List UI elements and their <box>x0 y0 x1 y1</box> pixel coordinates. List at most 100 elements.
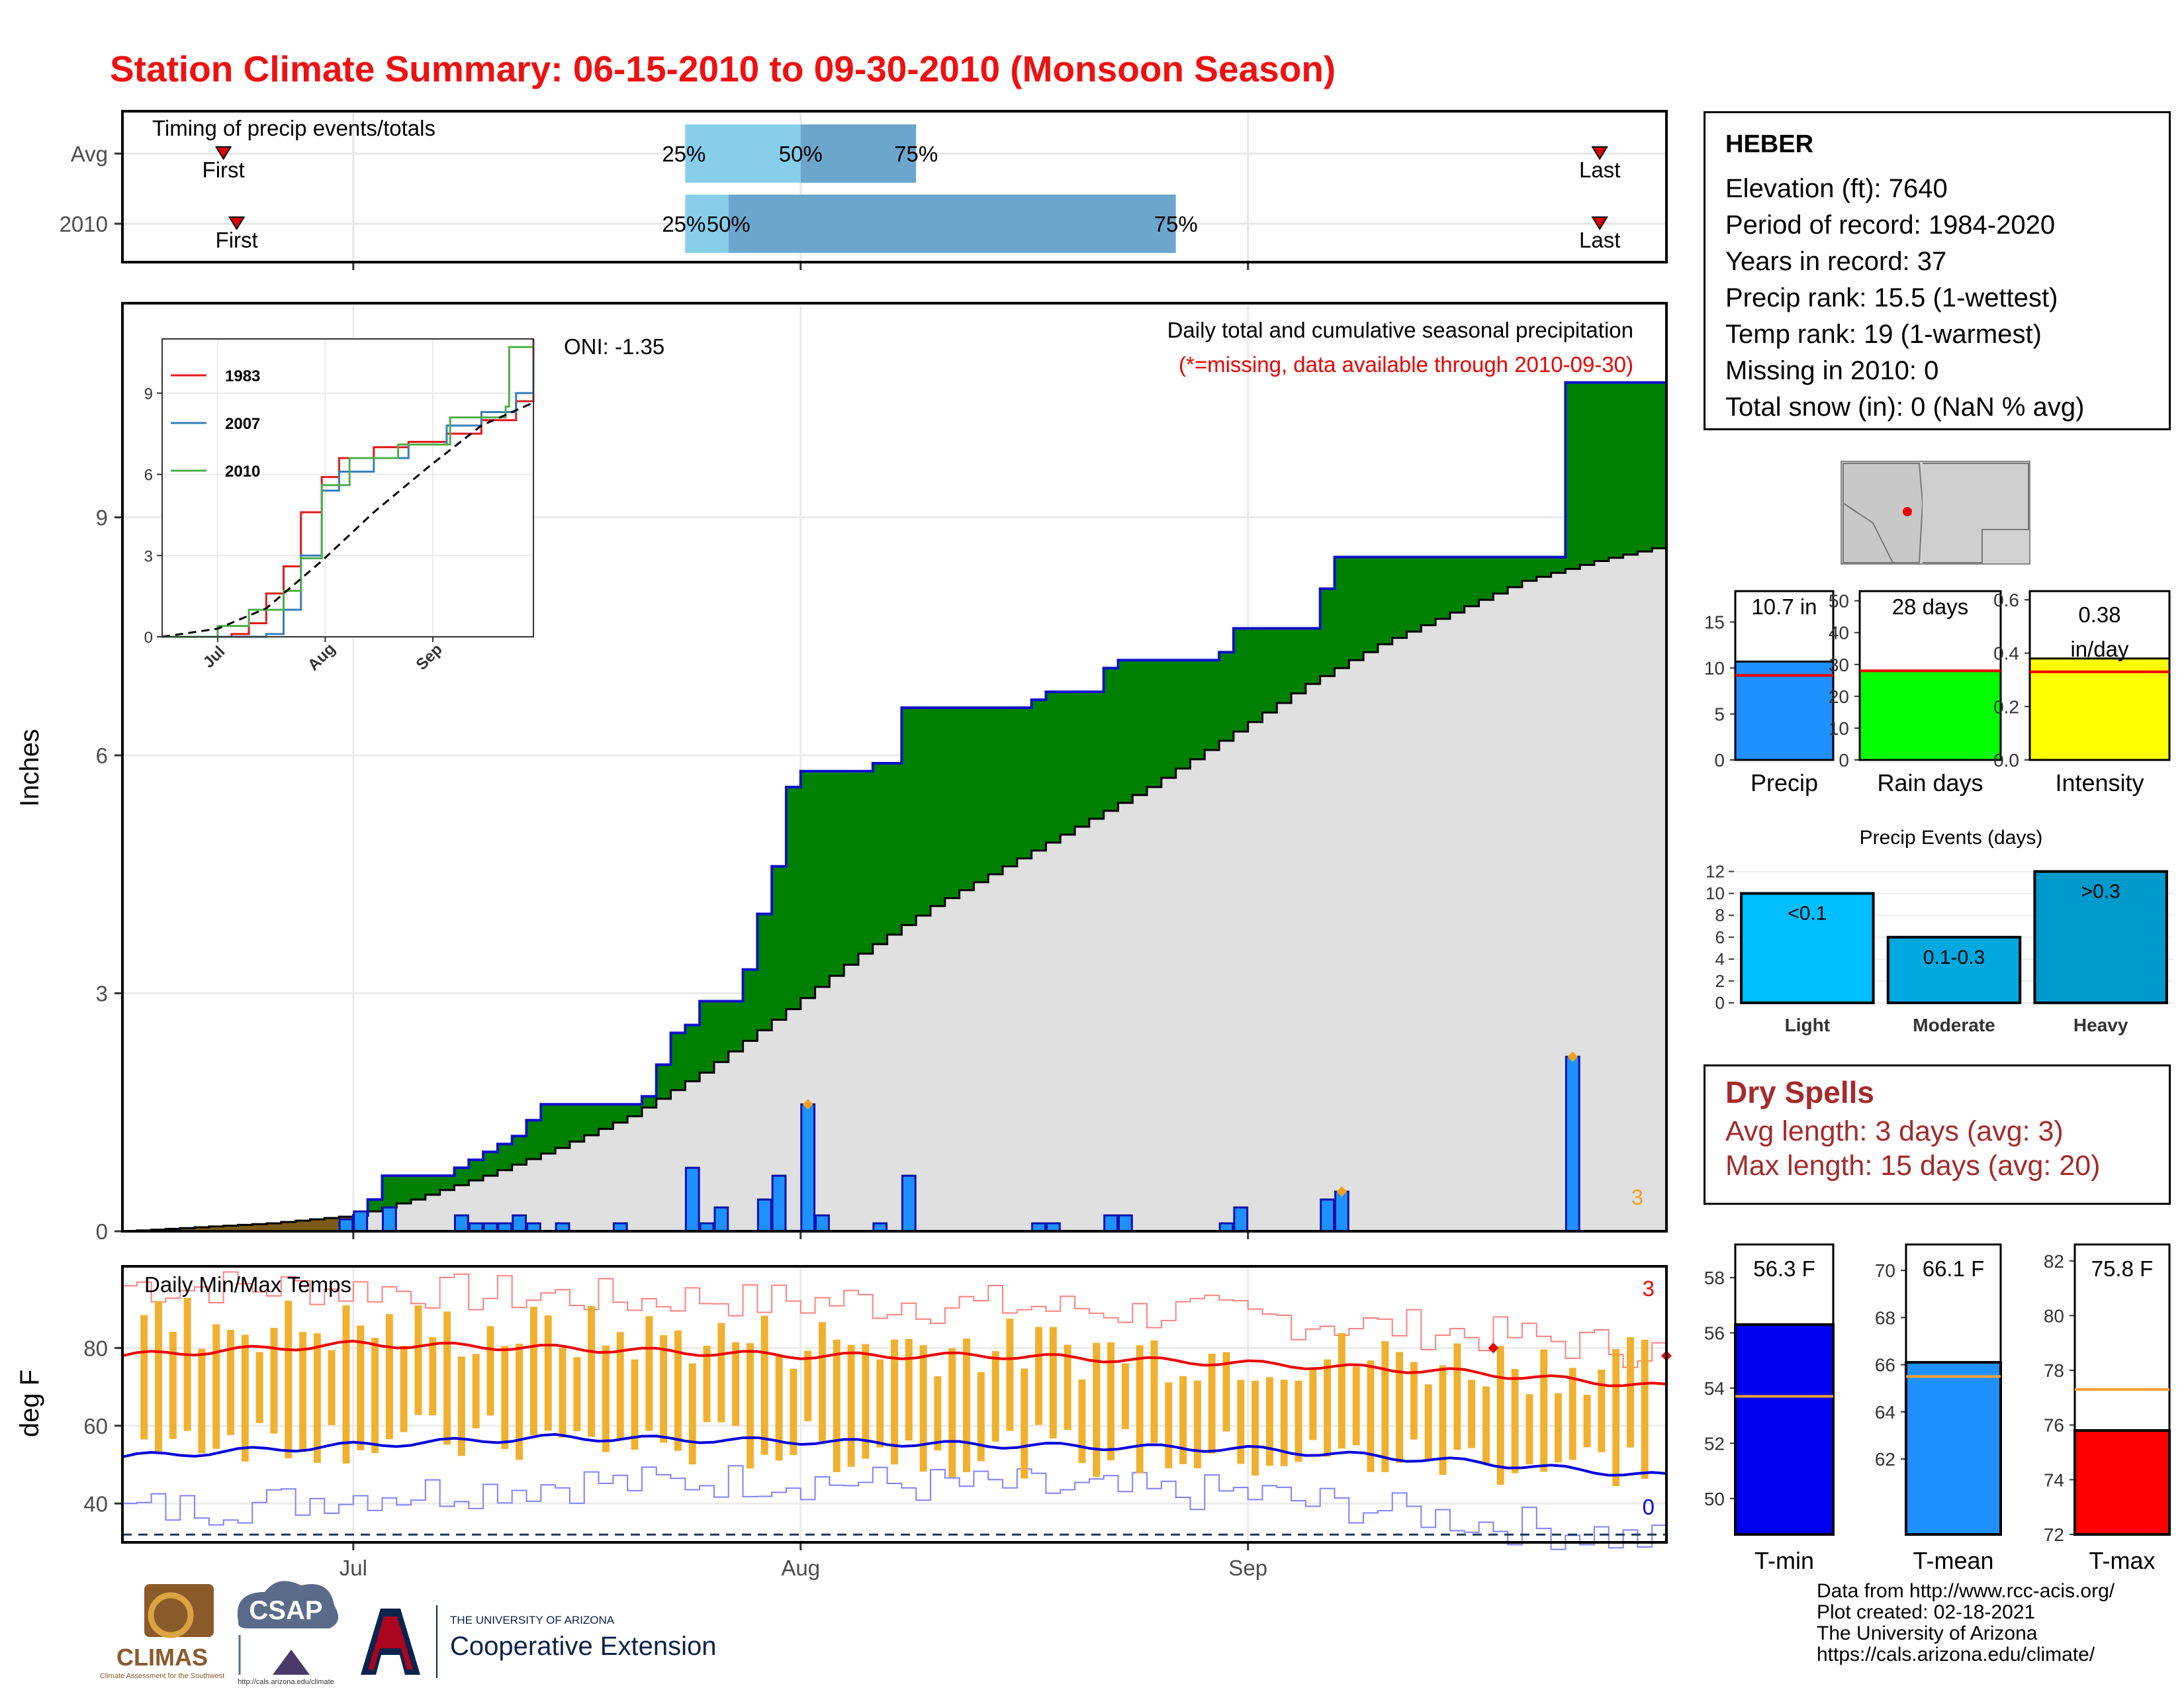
daily-temp-range-bar <box>1222 1352 1230 1432</box>
daily-temp-range-bar <box>602 1345 610 1452</box>
above-average-fill <box>1248 628 1263 722</box>
csap-logo-text: CSAP <box>249 1596 322 1625</box>
daily-temp-range-bar <box>1525 1394 1533 1465</box>
climas-logo-swirl <box>148 1592 194 1638</box>
above-average-fill <box>1031 700 1047 851</box>
summary-y-tick-label: 15 <box>1704 612 1725 633</box>
above-average-fill <box>584 1104 600 1136</box>
daily-temp-range-bar <box>1424 1384 1432 1460</box>
csap-url-text: http://cals.arizona.edu/climate <box>238 1678 334 1686</box>
climas-logo-subtext: Climate Assessment for the Southwest <box>100 1672 224 1680</box>
daily-temp-range-bar <box>414 1305 422 1415</box>
daily-temp-range-bar <box>1265 1377 1273 1466</box>
above-average-fill <box>483 1152 498 1176</box>
csap-cloud-icon <box>237 1581 339 1628</box>
last-marker-icon <box>1591 216 1608 230</box>
tsummary-bar <box>1734 1323 1835 1536</box>
dry-spells-max: Max length: 15 days (avg: 20) <box>1725 1150 2101 1182</box>
daily-temp-range-bar <box>588 1305 596 1437</box>
daily-temp-range-bar <box>429 1337 437 1416</box>
daily-temp-range-bar <box>1093 1342 1101 1477</box>
daily-temp-range-bar <box>688 1363 696 1465</box>
above-average-fill <box>700 1001 715 1073</box>
above-average-fill <box>1017 708 1032 859</box>
summary-value-label: 0.38 <box>2078 602 2120 627</box>
daily-temp-range-bar <box>1035 1327 1042 1425</box>
timing-last-label: Last <box>1579 228 1620 252</box>
above-average-fill <box>1118 660 1133 803</box>
above-average-fill <box>367 1199 383 1212</box>
summary-category-label: Precip <box>1751 769 1818 796</box>
events-y-tick-label: 6 <box>1715 927 1725 947</box>
daily-precip-bar <box>713 1206 729 1233</box>
daily-temp-range-bar <box>270 1327 278 1434</box>
precip-frame <box>121 302 1668 1233</box>
daily-temp-range-bar <box>501 1346 509 1450</box>
above-average-fill <box>598 1104 614 1129</box>
daily-temp-range-bar <box>919 1345 927 1472</box>
daily-temp-range-bar <box>457 1356 465 1456</box>
station-missing: Missing in 2010: 0 <box>1725 356 1939 385</box>
ua-logo-a-inner <box>368 1617 413 1669</box>
daily-temp-range-bar <box>1107 1342 1115 1461</box>
station-precip-rank: Precip rank: 15.5 (1-wettest) <box>1725 283 2058 312</box>
inset-frame <box>161 338 534 637</box>
timing-label-75: 75% <box>894 142 938 166</box>
first-marker-icon <box>228 216 246 230</box>
tsummary-y-tick-label: 68 <box>1875 1307 1895 1328</box>
daily-temp-range-bar <box>529 1307 537 1436</box>
daily-precip-bar <box>512 1214 527 1233</box>
temps-panel: 40 60 80 Jul Aug Sep Daily Min/Max Temps 3 0 deg … <box>15 1265 1672 1580</box>
station-years: Years in record: 37 <box>1725 247 1947 276</box>
tsummary-value-label: 56.3 F <box>1753 1256 1815 1281</box>
map-state-border <box>1843 502 1893 563</box>
tsummary-y-tick-label: 54 <box>1704 1378 1725 1399</box>
summary-y-tick-label: 20 <box>1829 686 1849 707</box>
above-average-fill <box>1075 692 1090 827</box>
daily-temp-range-bar <box>299 1332 306 1452</box>
summary-y-tick-label: 10 <box>1829 718 1849 739</box>
daily-precip-bar <box>815 1214 830 1233</box>
daily-temp-range-bar <box>486 1326 494 1416</box>
daily-temp-range-bar <box>891 1339 898 1465</box>
precip-summary-bars: 0 5 10 15 10.7 in Precip 0 10 20 30 40 50 28 days Rai… <box>1704 590 2171 796</box>
below-average-fill <box>324 1218 340 1231</box>
daily-temp-range-bar <box>1165 1382 1173 1469</box>
temps-frame <box>121 1265 1668 1544</box>
below-average-fill <box>295 1221 311 1231</box>
daily-temp-range-bar <box>1295 1380 1302 1462</box>
daily-temp-range-bar <box>833 1339 841 1472</box>
below-average-fill <box>223 1225 239 1231</box>
above-average-fill <box>887 763 903 935</box>
station-location-marker <box>1903 507 1912 516</box>
station-snow: Total snow (in): 0 (NaN % avg) <box>1725 393 2085 422</box>
above-average-fill <box>1435 557 1451 619</box>
above-average-fill <box>944 708 960 898</box>
above-average-fill <box>1003 708 1018 867</box>
station-name: HEBER <box>1725 130 1814 158</box>
footer-url: https://cals.arizona.edu/climate/ <box>1817 1644 2095 1665</box>
daily-temp-range-bar <box>1367 1360 1375 1472</box>
daily-temp-range-bar <box>472 1354 480 1429</box>
daily-temp-range-bar <box>212 1324 220 1449</box>
page-title: Station Climate Summary: 06-15-2010 to 0… <box>110 48 1336 89</box>
daily-temp-range-bar <box>255 1352 263 1423</box>
tmin-record-count: 0 <box>1643 1495 1655 1519</box>
daily-temp-range-bar <box>991 1351 999 1442</box>
tsummary-y-tick-label: 66 <box>1875 1355 1895 1376</box>
above-average-fill <box>1637 382 1653 552</box>
event-bar-label: <0.1 <box>1788 903 1827 925</box>
daily-temp-range-bar <box>905 1338 913 1441</box>
temps-x-tick-label: Aug <box>781 1556 820 1580</box>
daily-temp-range-bar <box>155 1301 162 1452</box>
temps-x-tick-label: Jul <box>340 1556 367 1580</box>
daily-temp-range-bar <box>1598 1370 1606 1452</box>
above-average-fill <box>1334 557 1349 669</box>
below-average-fill <box>310 1219 325 1231</box>
daily-temp-range-bar <box>198 1348 206 1454</box>
daily-temp-range-bar <box>1150 1340 1158 1443</box>
daily-temp-range-bar <box>1396 1352 1404 1463</box>
summary-category-label: Rain days <box>1877 769 1983 796</box>
